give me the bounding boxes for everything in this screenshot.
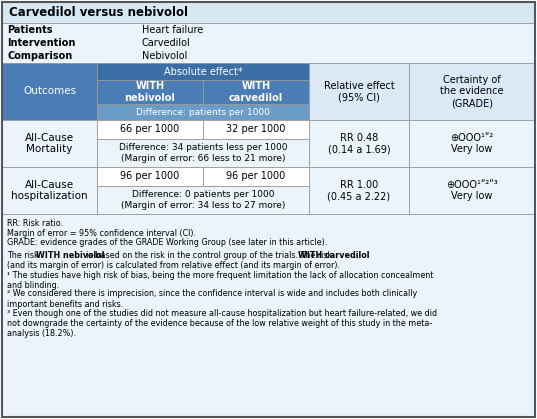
Text: Relative effect
(95% CI): Relative effect (95% CI) (324, 81, 394, 102)
Text: ⊕OOO¹ʺ²ʺ³
Very low: ⊕OOO¹ʺ²ʺ³ Very low (446, 180, 498, 201)
Bar (97, 104, 309, 120)
Bar (2, 2, 535, 23)
Bar (2, 23, 535, 63)
Text: WITH
carvedilol: WITH carvedilol (229, 81, 283, 103)
Bar (409, 120, 535, 167)
Text: Difference: patients per 1000: Difference: patients per 1000 (136, 108, 270, 116)
Text: RR 1.00
(0.45 a 2.22): RR 1.00 (0.45 a 2.22) (328, 180, 390, 201)
Text: Intervention: Intervention (7, 38, 75, 48)
Bar (2, 120, 97, 167)
Bar (203, 80, 309, 104)
Text: GRADE: evidence grades of the GRADE Working Group (see later in this article).: GRADE: evidence grades of the GRADE Work… (7, 238, 327, 247)
Text: ⊕OOO¹ʺ²
Very low: ⊕OOO¹ʺ² Very low (451, 133, 494, 154)
Text: WITH carvedilol: WITH carvedilol (298, 251, 369, 261)
Bar (97, 80, 203, 104)
Text: ¹ The studies have high risk of bias, being the more frequent limitation the lac: ¹ The studies have high risk of bias, be… (7, 271, 433, 290)
Text: (and its margin of error) is calculated from relative effect (and its margin of : (and its margin of error) is calculated … (7, 261, 340, 270)
Bar (309, 167, 409, 214)
Bar (409, 63, 535, 120)
Text: Comparison: Comparison (7, 52, 72, 61)
Bar (2, 63, 97, 120)
Text: Margin of error = 95% confidence interval (CI).: Margin of error = 95% confidence interva… (7, 228, 196, 238)
Text: WITH nebivolol: WITH nebivolol (35, 251, 104, 261)
Text: Difference: 34 patients less per 1000
(Margin of error: 66 less to 21 more): Difference: 34 patients less per 1000 (M… (119, 143, 287, 163)
Bar (409, 167, 535, 214)
Text: Absolute effect*: Absolute effect* (164, 67, 242, 77)
Text: Carvedilol versus nebivolol: Carvedilol versus nebivolol (9, 6, 188, 19)
Text: RR: Risk ratio.: RR: Risk ratio. (7, 219, 63, 228)
Bar (97, 120, 203, 139)
Text: 32 per 1000: 32 per 1000 (226, 124, 286, 134)
Text: The risk: The risk (7, 251, 41, 261)
Text: ³ Even though one of the studies did not measure all-cause hospitalization but h: ³ Even though one of the studies did not… (7, 308, 437, 338)
Bar (97, 139, 309, 167)
Bar (2, 167, 97, 214)
Text: All-Cause
Mortality: All-Cause Mortality (25, 133, 74, 154)
Bar (203, 167, 309, 186)
Text: All-Cause
hospitalization: All-Cause hospitalization (11, 180, 88, 201)
Bar (97, 167, 203, 186)
Text: Carvedilol: Carvedilol (142, 38, 191, 48)
Text: Outcomes: Outcomes (23, 86, 76, 96)
Text: Certainty of
the evidence
(GRADE): Certainty of the evidence (GRADE) (440, 75, 504, 108)
Bar (309, 120, 409, 167)
Text: is based on the risk in the control group of the trials. The risk: is based on the risk in the control grou… (84, 251, 335, 261)
Bar (97, 63, 309, 80)
Bar (97, 186, 309, 214)
Bar (309, 63, 409, 120)
Text: Heart failure: Heart failure (142, 25, 203, 35)
Bar (203, 120, 309, 139)
Text: ² We considered there is imprecision, since the confidence interval is wide and : ² We considered there is imprecision, si… (7, 290, 417, 309)
Text: 96 per 1000: 96 per 1000 (227, 171, 286, 181)
Text: Difference: 0 patients per 1000
(Margin of error: 34 less to 27 more): Difference: 0 patients per 1000 (Margin … (121, 190, 285, 210)
Text: WITH
nebivolol: WITH nebivolol (125, 81, 176, 103)
Text: 96 per 1000: 96 per 1000 (120, 171, 179, 181)
Text: Patients: Patients (7, 25, 53, 35)
Text: 66 per 1000: 66 per 1000 (120, 124, 179, 134)
Text: Nebivolol: Nebivolol (142, 52, 187, 61)
Text: RR 0.48
(0.14 a 1.69): RR 0.48 (0.14 a 1.69) (328, 133, 390, 154)
Bar (2, 214, 535, 417)
